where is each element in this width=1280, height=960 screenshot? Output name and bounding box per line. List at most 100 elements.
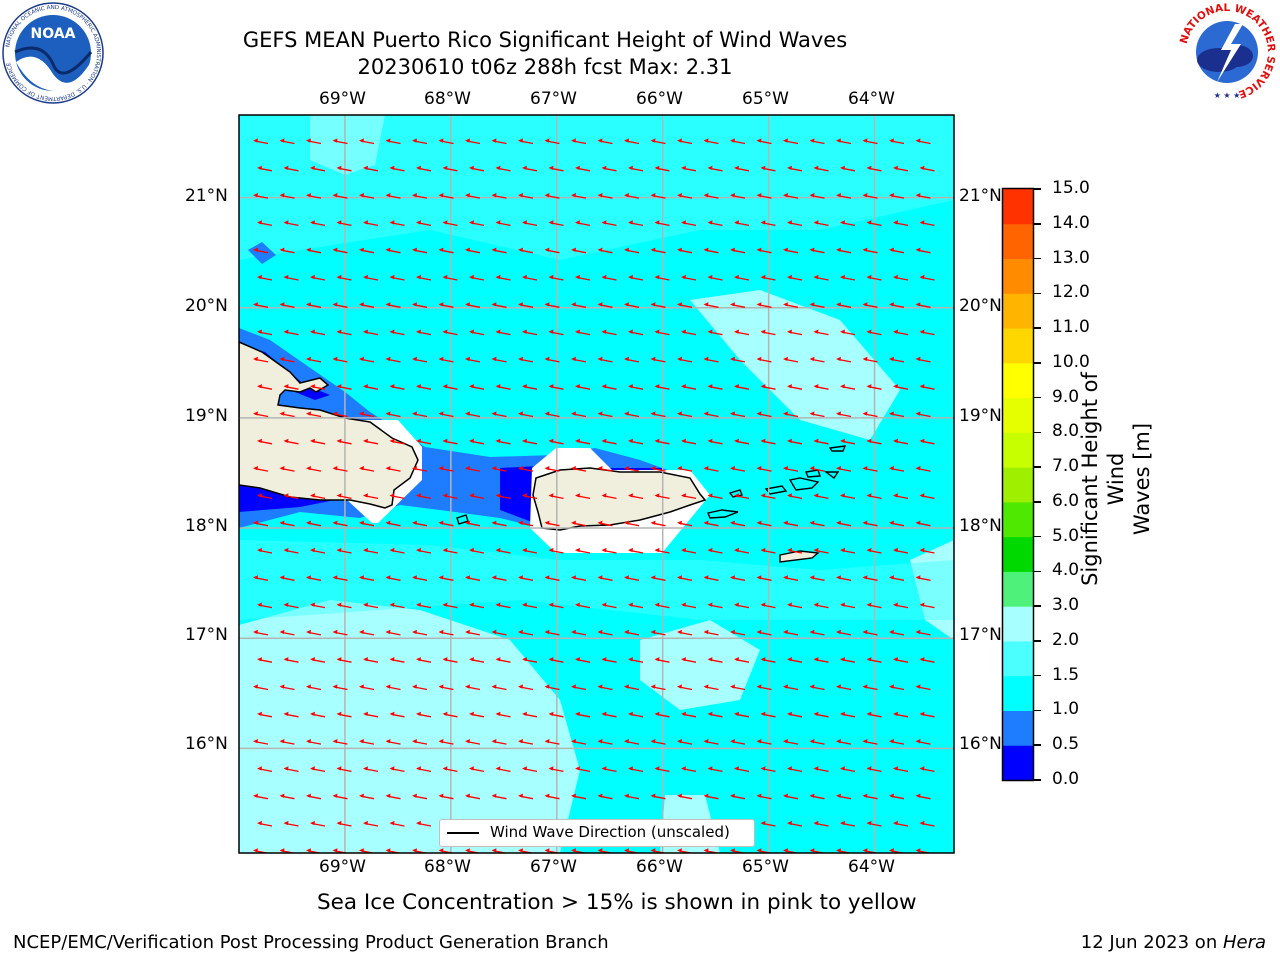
wave-direction-arrow <box>681 329 697 336</box>
wave-direction-arrow <box>544 138 560 145</box>
wave-direction-arrow <box>279 793 295 800</box>
wave-direction-arrow <box>730 411 746 418</box>
wave-direction-arrow <box>836 466 852 472</box>
wave-direction-arrow <box>862 466 878 472</box>
wave-direction-arrow <box>518 520 534 527</box>
wave-direction-arrow <box>385 575 401 581</box>
wave-direction-arrow <box>624 466 640 472</box>
wave-direction-arrow <box>597 193 613 199</box>
wave-direction-arrow <box>703 302 719 308</box>
wave-direction-arrow <box>495 438 511 445</box>
wave-direction-arrow <box>389 329 405 336</box>
wave-direction-arrow <box>332 302 348 308</box>
wave-direction-arrow <box>862 356 878 363</box>
wave-direction-arrow <box>707 711 723 718</box>
wave-direction-arrow <box>257 493 273 500</box>
wave-direction-arrow <box>544 193 560 199</box>
wave-direction-arrow <box>465 411 481 418</box>
lon-label-top-68w: 68°W <box>424 89 471 109</box>
wave-direction-arrow <box>707 657 723 663</box>
wave-direction-arrow <box>442 384 458 390</box>
lon-label-top-69w: 69°W <box>319 89 366 109</box>
wave-direction-arrow <box>760 493 776 500</box>
wave-direction-arrow <box>544 466 560 472</box>
wave-direction-arrow <box>730 356 746 363</box>
wave-direction-arrow <box>491 739 507 745</box>
wave-direction-arrow <box>730 684 746 691</box>
wave-direction-arrow <box>416 329 432 336</box>
wave-direction-arrow <box>650 247 666 254</box>
wave-direction-arrow <box>336 602 352 609</box>
wave-direction-arrow <box>681 165 697 172</box>
wave-direction-arrow <box>915 575 931 581</box>
wave-direction-arrow <box>624 793 640 800</box>
wave-direction-arrow <box>548 384 564 390</box>
wave-direction-arrow <box>359 302 375 308</box>
wave-direction-arrow <box>893 220 909 227</box>
wave-direction-arrow <box>893 766 909 773</box>
wave-direction-arrow <box>283 820 299 827</box>
wave-direction-arrow <box>760 547 776 554</box>
wave-direction-arrow <box>544 302 560 308</box>
wave-direction-arrow <box>522 165 538 172</box>
wave-direction-arrow <box>518 684 534 691</box>
wave-direction-arrow <box>491 793 507 800</box>
wave-direction-arrow <box>893 711 909 718</box>
wave-direction-arrow <box>495 384 511 390</box>
wave-height-1p5-2m-areas <box>239 115 954 620</box>
wave-direction-arrow <box>628 220 644 227</box>
wave-direction-arrow <box>756 629 772 636</box>
wave-direction-arrow <box>363 657 379 663</box>
colorbar-segment <box>1003 432 1033 468</box>
wave-direction-arrow <box>783 629 799 636</box>
wave-direction-arrow <box>359 193 375 199</box>
lon-label-bottom-69w: 69°W <box>319 857 366 877</box>
wave-direction-arrow <box>836 302 852 308</box>
wave-direction-arrow <box>518 466 534 472</box>
wave-direction-arrow <box>571 739 587 745</box>
colorbar-segment <box>1003 745 1033 781</box>
wave-direction-arrow <box>469 274 485 281</box>
wave-direction-arrow <box>915 411 931 418</box>
wave-direction-arrow <box>283 657 299 663</box>
wave-direction-arrow <box>363 711 379 718</box>
wave-direction-arrow <box>836 193 852 199</box>
wave-direction-arrow <box>416 384 432 390</box>
wave-direction-arrow <box>469 329 485 336</box>
wave-direction-arrow <box>257 438 273 445</box>
wave-direction-arrow <box>756 466 772 472</box>
wave-direction-arrow <box>915 629 931 636</box>
wave-direction-arrow <box>310 438 326 445</box>
wave-direction-arrow <box>866 711 882 718</box>
wave-direction-arrow <box>889 739 905 745</box>
wave-direction-arrow <box>522 329 538 336</box>
wave-direction-arrow <box>597 575 613 581</box>
wave-direction-arrow <box>469 547 485 554</box>
wave-direction-arrow <box>787 274 803 281</box>
wave-direction-arrow <box>836 629 852 636</box>
colorbar-tick-mark <box>1034 640 1041 642</box>
wave-direction-arrow <box>919 602 935 609</box>
wave-direction-arrow <box>628 274 644 281</box>
wave-direction-arrow <box>787 547 803 554</box>
wave-direction-arrow <box>522 711 538 718</box>
wave-direction-arrow <box>412 575 428 581</box>
colorbar-tick-mark <box>1034 327 1041 329</box>
wave-direction-arrow <box>518 247 534 254</box>
wave-direction-arrow <box>465 466 481 472</box>
lon-label-top-65w: 65°W <box>742 89 789 109</box>
wave-direction-arrow <box>893 547 909 554</box>
wave-direction-arrow <box>469 657 485 663</box>
wave-direction-arrow <box>442 602 458 609</box>
colorbar-tick-mark <box>1034 501 1041 503</box>
wave-direction-arrow <box>310 602 326 609</box>
wave-direction-arrow <box>862 302 878 308</box>
wave-direction-arrow <box>416 657 432 663</box>
wave-direction-arrow <box>442 329 458 336</box>
lon-label-top-64w: 64°W <box>848 89 895 109</box>
wave-direction-arrow <box>809 793 825 800</box>
wave-direction-arrow <box>681 220 697 227</box>
lon-label-top-66w: 66°W <box>636 89 683 109</box>
wave-direction-arrow <box>866 220 882 227</box>
wave-direction-arrow <box>495 711 511 718</box>
